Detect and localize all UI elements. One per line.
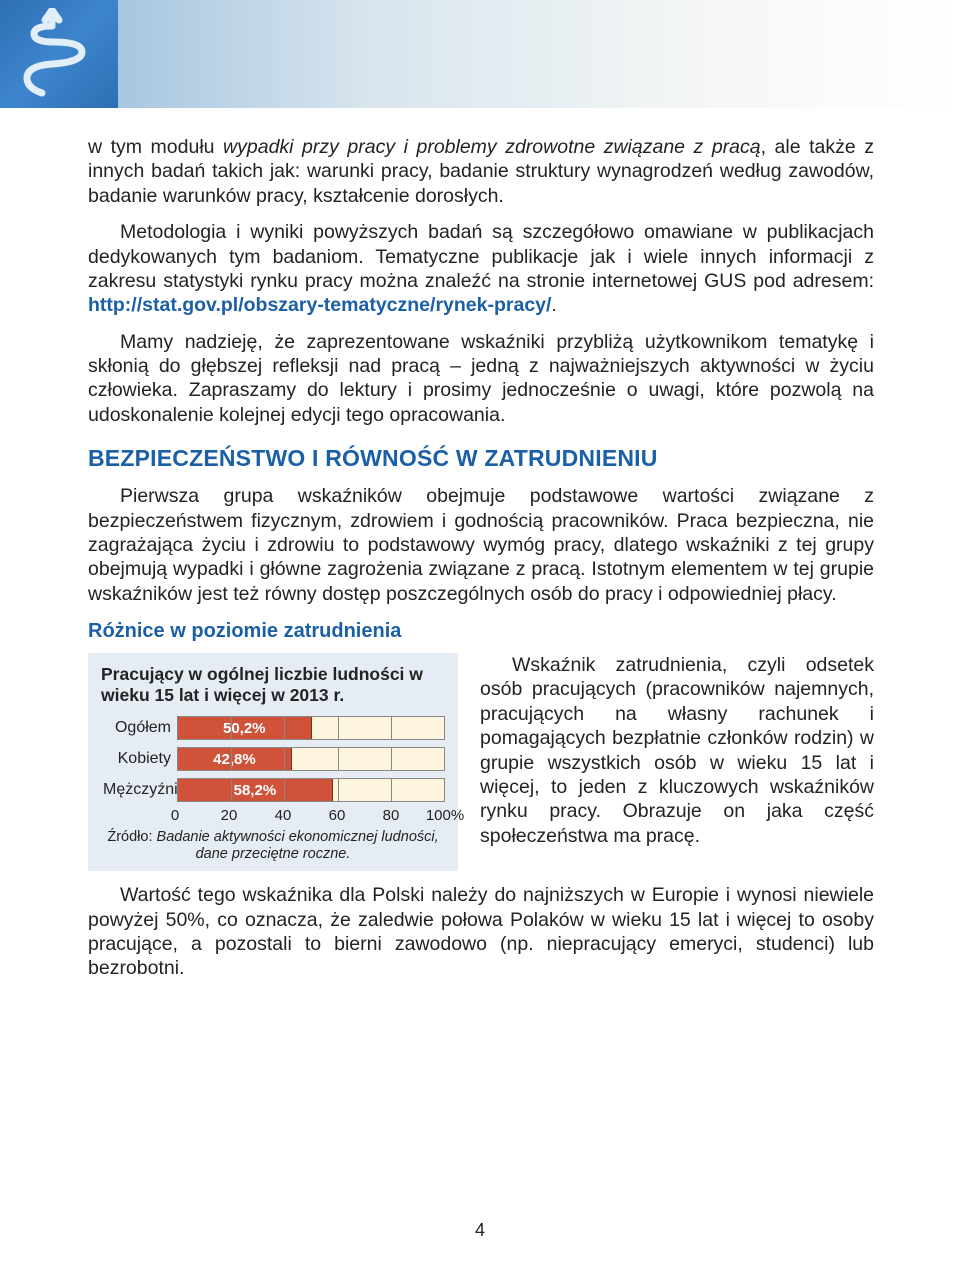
bar-fill: 42,8% (178, 748, 292, 770)
paragraph-4: Pierwsza grupa wskaźników obejmuje podst… (88, 484, 874, 606)
gridline (338, 747, 339, 771)
gridline (391, 778, 392, 802)
bar-fill: 50,2% (178, 717, 312, 739)
text: Metodologia i wyniki powyższych badań są… (88, 221, 874, 292)
source-label: Źródło: (107, 829, 156, 845)
subsection-heading: Różnice w poziomie zatrudnienia (88, 620, 874, 643)
bar-row: Mężczyźni58,2% (103, 776, 445, 804)
axis-tick-label: 0 (171, 807, 179, 824)
side-paragraph: Wskaźnik zatrudnienia, czyli odsetek osó… (480, 653, 874, 848)
chart-body: Ogółem50,2%Kobiety42,8%Mężczyźni58,2% (103, 714, 445, 804)
page-number: 4 (0, 1220, 960, 1241)
gridline (284, 778, 285, 802)
section-heading: BEZPIECZEŃSTWO I RÓWNOŚĆ W ZATRUDNIENIU (88, 445, 874, 472)
bar-track: 42,8% (177, 747, 445, 771)
gridline (284, 716, 285, 740)
bar-row: Ogółem50,2% (103, 714, 445, 742)
text: . (551, 294, 556, 316)
italic-text: wypadki przy pracy i problemy zdrowotne … (223, 136, 761, 158)
bar-category-label: Ogółem (103, 719, 177, 737)
axis-tick-label: 20 (221, 807, 238, 824)
axis-tick-label: 100% (426, 807, 464, 824)
bar-row: Kobiety42,8% (103, 745, 445, 773)
gridline (284, 747, 285, 771)
gridline (231, 747, 232, 771)
header-logo (0, 0, 118, 108)
axis-tick-label: 40 (275, 807, 292, 824)
chart-and-text-row: Pracujący w ogólnej liczbie ludności w w… (88, 653, 874, 871)
paragraph-2: Metodologia i wyniki powyższych badań są… (88, 220, 874, 318)
chart-source: Źródło: Badanie aktywności ekonomicznej … (101, 829, 445, 862)
bar-category-label: Mężczyźni (103, 781, 177, 799)
employment-chart: Pracujący w ogólnej liczbie ludności w w… (88, 653, 458, 871)
chart-title: Pracujący w ogólnej liczbie ludności w w… (101, 664, 445, 706)
bar-fill: 58,2% (178, 779, 333, 801)
bar-track: 58,2% (177, 778, 445, 802)
gridline (391, 716, 392, 740)
paragraph-3: Mamy nadzieję, że zaprezentowane wskaźni… (88, 330, 874, 428)
page-content: w tym modułu wypadki przy pracy i proble… (88, 135, 874, 993)
paragraph-1: w tym modułu wypadki przy pracy i proble… (88, 135, 874, 208)
gridline (391, 747, 392, 771)
header-gradient (118, 0, 960, 108)
page-header (0, 0, 960, 108)
axis-tick-label: 60 (329, 807, 346, 824)
chart-x-axis: 020406080100% (175, 807, 445, 825)
source-text: Badanie aktywności ekonomicznej ludności… (157, 829, 439, 862)
gridline (231, 778, 232, 802)
paragraph-5: Wartość tego wskaźnika dla Polski należy… (88, 883, 874, 981)
gridline (231, 716, 232, 740)
bar-category-label: Kobiety (103, 750, 177, 768)
axis-tick-label: 80 (383, 807, 400, 824)
text: w tym modułu (88, 136, 223, 158)
bar-track: 50,2% (177, 716, 445, 740)
gridline (338, 716, 339, 740)
gridline (338, 778, 339, 802)
spiral-arrow-icon (12, 8, 106, 102)
source-link[interactable]: http://stat.gov.pl/obszary-tematyczne/ry… (88, 294, 551, 316)
